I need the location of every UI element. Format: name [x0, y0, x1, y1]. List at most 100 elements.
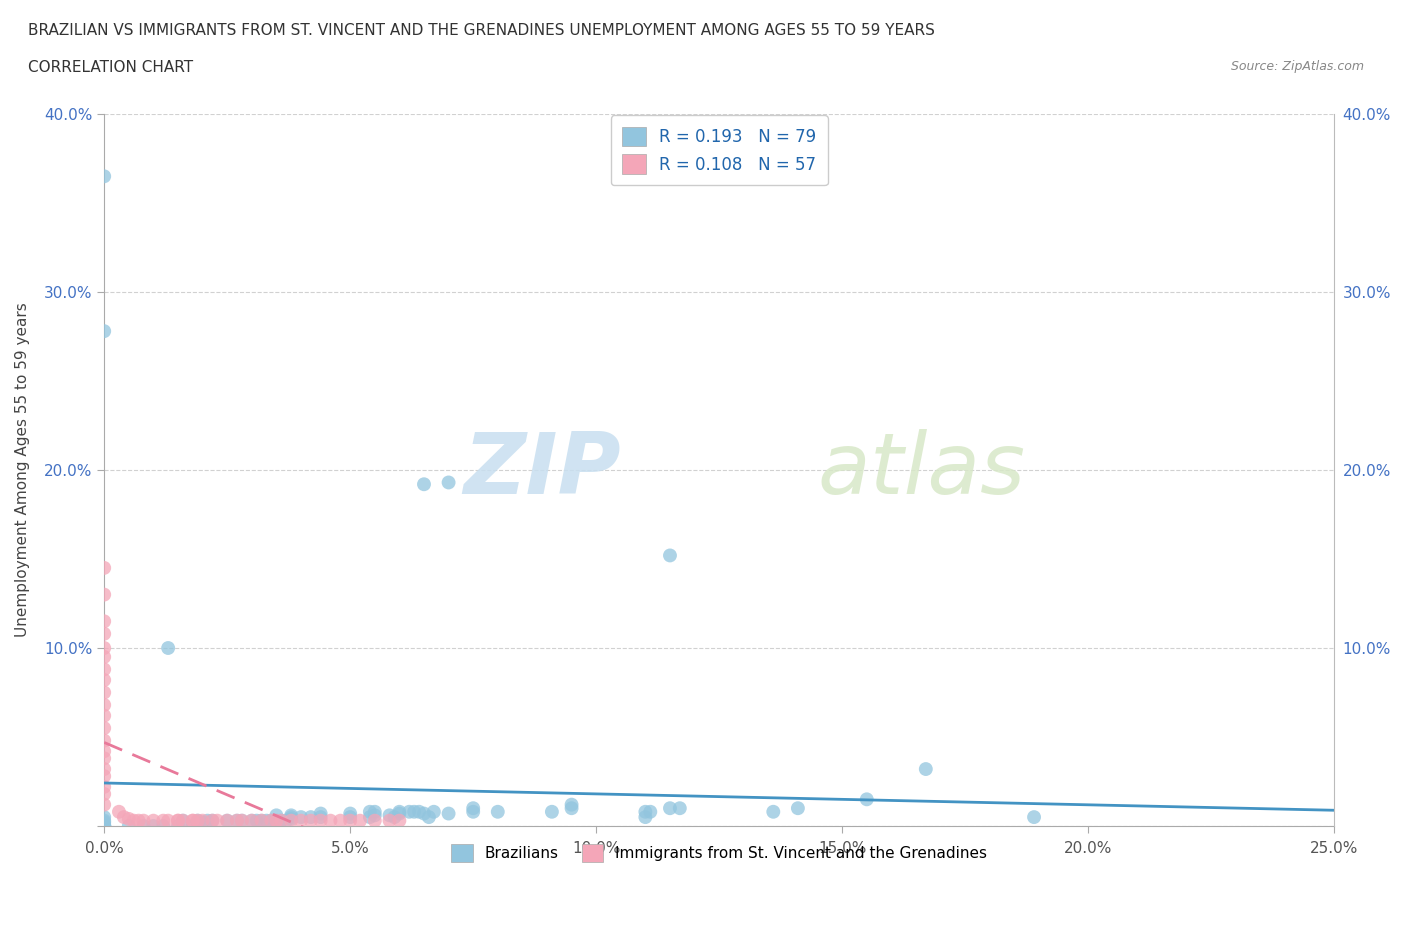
Point — [93, 818, 115, 833]
Point — [93, 721, 115, 736]
Point — [181, 813, 204, 828]
Point — [152, 813, 174, 828]
Point — [217, 813, 239, 828]
Point — [423, 804, 446, 819]
Point — [93, 818, 115, 833]
Point — [260, 813, 283, 828]
Point — [93, 709, 115, 724]
Point — [187, 813, 209, 828]
Point — [93, 169, 115, 184]
Point — [207, 813, 229, 828]
Point — [128, 813, 150, 828]
Point — [157, 641, 180, 656]
Point — [93, 779, 115, 794]
Point — [93, 685, 115, 700]
Point — [93, 649, 115, 664]
Point — [463, 804, 485, 819]
Point — [197, 813, 219, 828]
Text: Source: ZipAtlas.com: Source: ZipAtlas.com — [1230, 60, 1364, 73]
Point — [659, 801, 682, 816]
Point — [418, 810, 440, 825]
Point — [914, 762, 936, 777]
Point — [280, 813, 302, 828]
Point — [378, 813, 401, 828]
Point — [201, 813, 224, 828]
Point — [290, 813, 312, 828]
Point — [93, 813, 115, 828]
Point — [167, 818, 190, 833]
Point — [364, 804, 387, 819]
Point — [669, 801, 692, 816]
Point — [339, 813, 361, 828]
Point — [167, 813, 190, 828]
Point — [217, 813, 239, 828]
Point — [93, 324, 115, 339]
Y-axis label: Unemployment Among Ages 55 to 59 years: Unemployment Among Ages 55 to 59 years — [15, 302, 30, 637]
Point — [246, 813, 269, 828]
Point — [108, 804, 131, 819]
Point — [118, 812, 141, 827]
Point — [561, 797, 583, 812]
Point — [388, 806, 411, 821]
Point — [561, 801, 583, 816]
Point — [640, 804, 662, 819]
Point — [93, 815, 115, 830]
Point — [93, 641, 115, 656]
Point — [93, 561, 115, 576]
Point — [398, 804, 420, 819]
Point — [93, 787, 115, 802]
Point — [112, 810, 135, 825]
Point — [349, 813, 371, 828]
Point — [93, 744, 115, 759]
Point — [299, 813, 322, 828]
Point — [299, 810, 322, 825]
Point — [634, 810, 657, 825]
Point — [181, 818, 204, 833]
Point — [413, 806, 436, 821]
Point — [329, 813, 352, 828]
Point — [309, 806, 332, 821]
Point — [408, 804, 430, 819]
Point — [266, 813, 288, 828]
Legend: Brazilians, Immigrants from St. Vincent and the Grenadines: Brazilians, Immigrants from St. Vincent … — [446, 838, 994, 869]
Point — [181, 813, 204, 828]
Point — [172, 813, 194, 828]
Point — [541, 804, 564, 819]
Point — [270, 813, 292, 828]
Point — [240, 813, 263, 828]
Point — [93, 797, 115, 812]
Point — [463, 801, 485, 816]
Point — [231, 813, 253, 828]
Point — [404, 804, 426, 819]
Point — [250, 813, 273, 828]
Point — [280, 808, 302, 823]
Text: ZIP: ZIP — [463, 429, 621, 512]
Point — [93, 818, 115, 833]
Point — [93, 818, 115, 833]
Point — [486, 804, 509, 819]
Point — [226, 813, 249, 828]
Text: BRAZILIAN VS IMMIGRANTS FROM ST. VINCENT AND THE GRENADINES UNEMPLOYMENT AMONG A: BRAZILIAN VS IMMIGRANTS FROM ST. VINCENT… — [28, 23, 935, 38]
Point — [384, 810, 406, 825]
Point — [659, 548, 682, 563]
Point — [364, 813, 387, 828]
Point — [437, 475, 460, 490]
Point — [93, 751, 115, 765]
Point — [187, 813, 209, 828]
Point — [93, 810, 115, 825]
Point — [93, 818, 115, 833]
Point — [388, 813, 411, 828]
Point — [276, 813, 298, 828]
Point — [762, 804, 785, 819]
Point — [191, 813, 214, 828]
Point — [260, 813, 283, 828]
Point — [855, 791, 877, 806]
Point — [437, 806, 460, 821]
Point — [786, 801, 808, 816]
Point — [201, 813, 224, 828]
Point — [388, 804, 411, 819]
Text: atlas: atlas — [817, 429, 1025, 512]
Point — [118, 818, 141, 833]
Point — [142, 818, 165, 833]
Point — [280, 812, 302, 827]
